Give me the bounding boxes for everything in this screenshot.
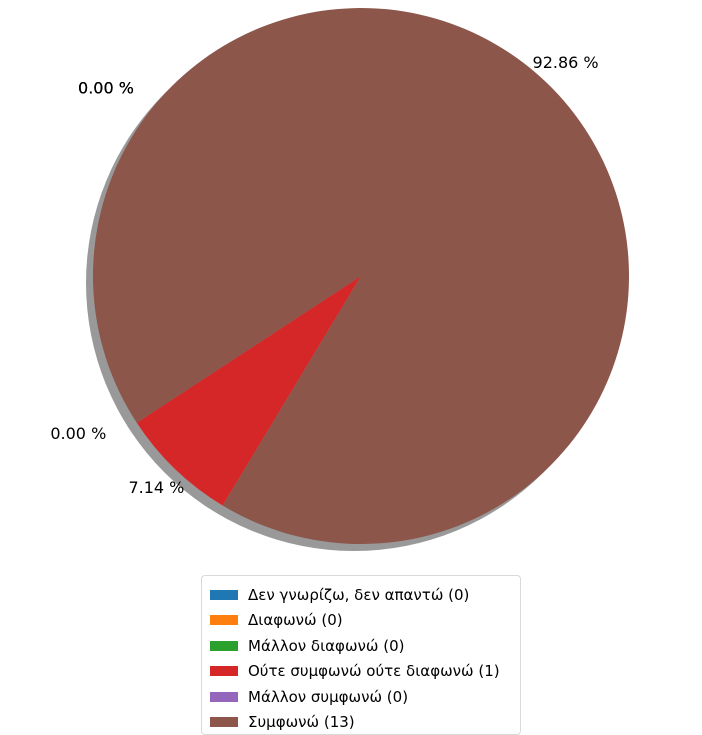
legend-label: Ούτε συμφωνώ ούτε διαφωνώ (1) (248, 662, 500, 680)
legend-label: Δεν γνωρίζω, δεν απαντώ (0) (248, 586, 469, 604)
legend-label: Διαφωνώ (0) (248, 611, 343, 629)
legend-swatch (210, 692, 238, 702)
legend-swatch (210, 717, 238, 727)
pie-percent-label: 0.00 % (50, 424, 106, 443)
legend-item-neutral: Ούτε συμφωνώ ούτε διαφωνώ (1) (210, 659, 512, 685)
pie-percent-label: 7.14 % (128, 478, 184, 497)
pie-percent-label: 0.00 % (78, 79, 134, 98)
pie-slices (93, 8, 629, 544)
pie-chart: 0.00 %0.00 %0.00 %7.14 %0.00 %92.86 % (0, 0, 702, 575)
legend-item-agree: Συμφωνώ (13) (210, 710, 512, 735)
legend-label: Συμφωνώ (13) (248, 713, 355, 731)
legend-item-disagree: Διαφωνώ (0) (210, 608, 512, 634)
legend-swatch (210, 590, 238, 600)
legend-item-rather-agree: Μάλλον συμφωνώ (0) (210, 684, 512, 710)
legend-item-rather-disagree: Μάλλον διαφωνώ (0) (210, 633, 512, 659)
legend-label: Μάλλον συμφωνώ (0) (248, 688, 408, 706)
legend-swatch (210, 641, 238, 651)
legend: Δεν γνωρίζω, δεν απαντώ (0) Διαφωνώ (0) … (201, 575, 521, 735)
legend-swatch (210, 615, 238, 625)
legend-label: Μάλλον διαφωνώ (0) (248, 637, 404, 655)
legend-item-dont-know: Δεν γνωρίζω, δεν απαντώ (0) (210, 582, 512, 608)
pie-percent-label: 92.86 % (533, 53, 599, 72)
legend-swatch (210, 666, 238, 676)
